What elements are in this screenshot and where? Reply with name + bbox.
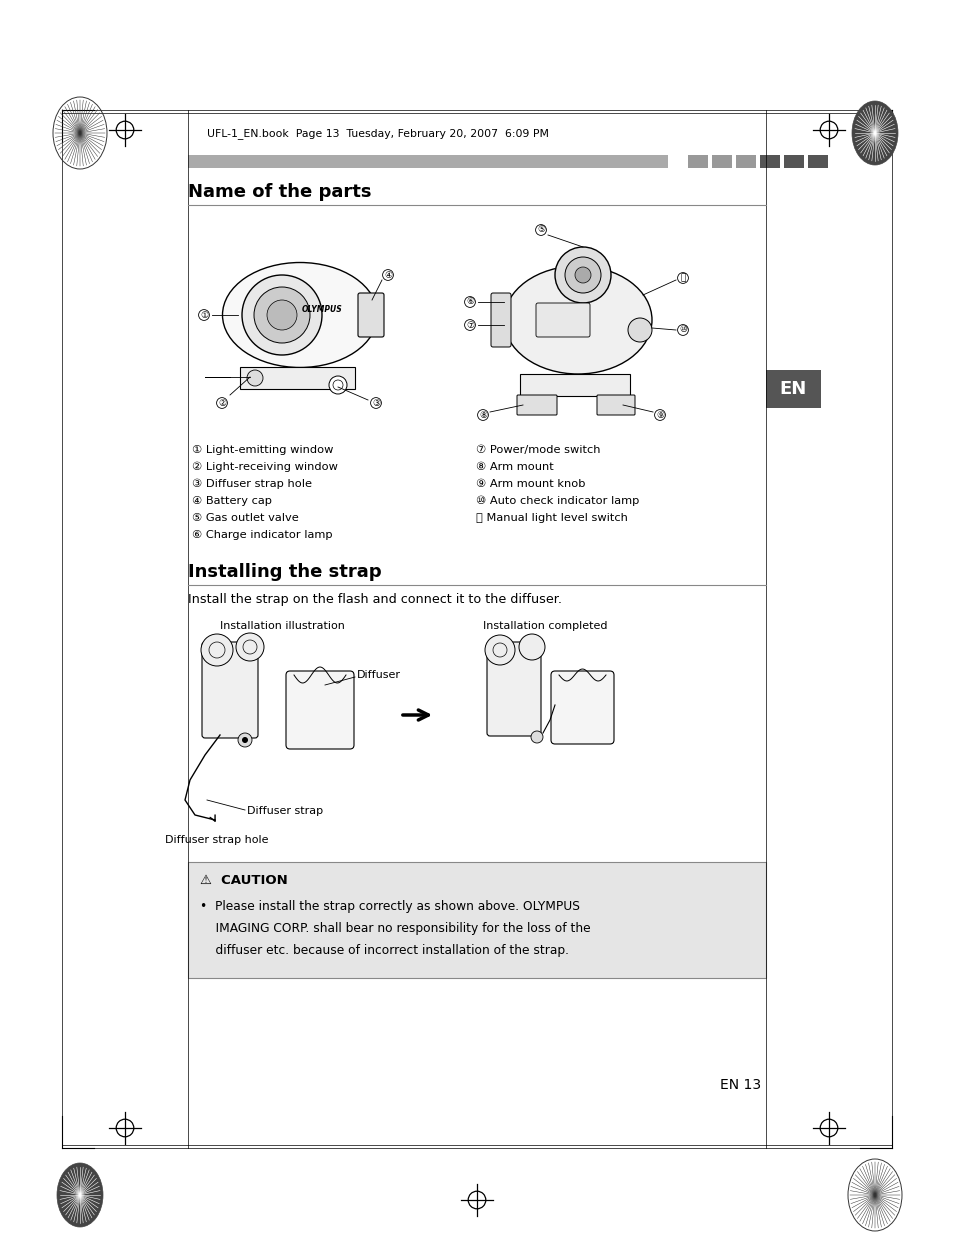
Text: ③ Diffuser strap hole: ③ Diffuser strap hole bbox=[192, 479, 312, 489]
FancyBboxPatch shape bbox=[286, 671, 354, 749]
Circle shape bbox=[518, 634, 544, 660]
Text: ⑨ Arm mount knob: ⑨ Arm mount knob bbox=[476, 479, 585, 489]
Text: Diffuser strap: Diffuser strap bbox=[247, 806, 323, 816]
Text: Installing the strap: Installing the strap bbox=[188, 564, 381, 581]
Ellipse shape bbox=[222, 263, 377, 367]
Text: •  Please install the strap correctly as shown above. OLYMPUS: • Please install the strap correctly as … bbox=[200, 899, 579, 913]
Text: Installation illustration: Installation illustration bbox=[219, 621, 344, 632]
FancyBboxPatch shape bbox=[188, 155, 667, 169]
Circle shape bbox=[531, 731, 542, 743]
Text: Diffuser strap hole: Diffuser strap hole bbox=[165, 835, 268, 845]
Ellipse shape bbox=[57, 1162, 103, 1227]
Text: ④: ④ bbox=[383, 270, 392, 279]
Text: ②: ② bbox=[217, 399, 226, 408]
FancyBboxPatch shape bbox=[735, 155, 755, 169]
Ellipse shape bbox=[503, 265, 651, 374]
Text: ⑥: ⑥ bbox=[465, 297, 474, 307]
Circle shape bbox=[555, 247, 610, 303]
FancyBboxPatch shape bbox=[486, 642, 540, 736]
Text: EN 13: EN 13 bbox=[720, 1078, 760, 1092]
FancyBboxPatch shape bbox=[597, 395, 635, 415]
FancyBboxPatch shape bbox=[188, 862, 765, 977]
Circle shape bbox=[242, 276, 322, 355]
FancyBboxPatch shape bbox=[519, 374, 629, 396]
Text: ⚠  CAUTION: ⚠ CAUTION bbox=[200, 874, 288, 887]
Text: ③: ③ bbox=[372, 399, 379, 408]
Circle shape bbox=[247, 370, 263, 386]
Circle shape bbox=[484, 635, 515, 665]
Circle shape bbox=[267, 299, 296, 330]
Text: UFL-1_EN.book  Page 13  Tuesday, February 20, 2007  6:09 PM: UFL-1_EN.book Page 13 Tuesday, February … bbox=[207, 128, 548, 140]
FancyBboxPatch shape bbox=[551, 671, 614, 743]
FancyBboxPatch shape bbox=[357, 293, 384, 337]
Text: Installation completed: Installation completed bbox=[482, 621, 607, 632]
Circle shape bbox=[627, 318, 651, 342]
Text: ⑦: ⑦ bbox=[465, 321, 474, 330]
Text: ① Light-emitting window: ① Light-emitting window bbox=[192, 445, 333, 455]
FancyBboxPatch shape bbox=[536, 303, 589, 337]
FancyBboxPatch shape bbox=[711, 155, 731, 169]
Circle shape bbox=[235, 633, 264, 660]
Text: OLYMPUS: OLYMPUS bbox=[301, 306, 342, 314]
Text: ⑧: ⑧ bbox=[478, 410, 487, 419]
Circle shape bbox=[253, 287, 310, 343]
Text: ⑧ Arm mount: ⑧ Arm mount bbox=[476, 462, 553, 472]
Circle shape bbox=[564, 257, 600, 293]
Text: ④ Battery cap: ④ Battery cap bbox=[192, 496, 272, 506]
FancyBboxPatch shape bbox=[807, 155, 827, 169]
Ellipse shape bbox=[851, 101, 897, 165]
Text: ①: ① bbox=[200, 311, 208, 320]
Text: ⑪: ⑪ bbox=[679, 273, 685, 283]
FancyBboxPatch shape bbox=[687, 155, 707, 169]
Text: ⑥ Charge indicator lamp: ⑥ Charge indicator lamp bbox=[192, 530, 333, 540]
Text: ⑨: ⑨ bbox=[656, 410, 663, 419]
Circle shape bbox=[329, 376, 347, 394]
Text: ⑪ Manual light level switch: ⑪ Manual light level switch bbox=[476, 513, 627, 523]
FancyBboxPatch shape bbox=[760, 155, 780, 169]
Text: ⑤ Gas outlet valve: ⑤ Gas outlet valve bbox=[192, 513, 298, 523]
Text: Install the strap on the flash and connect it to the diffuser.: Install the strap on the flash and conne… bbox=[188, 593, 561, 606]
Circle shape bbox=[242, 737, 248, 743]
Text: Name of the parts: Name of the parts bbox=[188, 182, 371, 201]
FancyBboxPatch shape bbox=[491, 293, 511, 347]
Text: ⑤: ⑤ bbox=[537, 225, 544, 234]
FancyBboxPatch shape bbox=[517, 395, 557, 415]
Text: ⑦ Power/mode switch: ⑦ Power/mode switch bbox=[476, 445, 599, 455]
Circle shape bbox=[575, 267, 590, 283]
Text: EN: EN bbox=[779, 380, 806, 398]
FancyBboxPatch shape bbox=[765, 370, 821, 408]
Circle shape bbox=[201, 634, 233, 665]
FancyBboxPatch shape bbox=[240, 367, 355, 389]
Text: ⑩ Auto check indicator lamp: ⑩ Auto check indicator lamp bbox=[476, 496, 639, 507]
FancyBboxPatch shape bbox=[202, 642, 257, 738]
FancyBboxPatch shape bbox=[783, 155, 803, 169]
Text: IMAGING CORP. shall bear no responsibility for the loss of the: IMAGING CORP. shall bear no responsibili… bbox=[200, 922, 590, 935]
Text: ⑩: ⑩ bbox=[679, 326, 686, 335]
Circle shape bbox=[237, 733, 252, 747]
Text: ② Light-receiving window: ② Light-receiving window bbox=[192, 462, 337, 472]
Text: Diffuser: Diffuser bbox=[356, 671, 400, 681]
Text: diffuser etc. because of incorrect installation of the strap.: diffuser etc. because of incorrect insta… bbox=[200, 944, 568, 957]
